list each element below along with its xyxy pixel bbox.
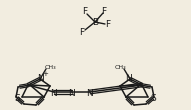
Text: N: N xyxy=(51,89,57,97)
Text: F: F xyxy=(101,6,107,16)
Text: N: N xyxy=(87,89,93,97)
Text: F: F xyxy=(83,6,87,16)
Text: N: N xyxy=(69,89,75,97)
Text: S: S xyxy=(150,94,156,103)
Text: F: F xyxy=(105,19,111,28)
Text: +: + xyxy=(42,71,48,77)
Text: CH₃: CH₃ xyxy=(44,64,56,70)
Text: S: S xyxy=(14,94,20,103)
Text: CH₃: CH₃ xyxy=(114,64,126,70)
Text: B: B xyxy=(92,17,98,27)
Text: N: N xyxy=(126,73,132,82)
Text: F: F xyxy=(79,28,85,37)
Text: N: N xyxy=(38,73,44,82)
